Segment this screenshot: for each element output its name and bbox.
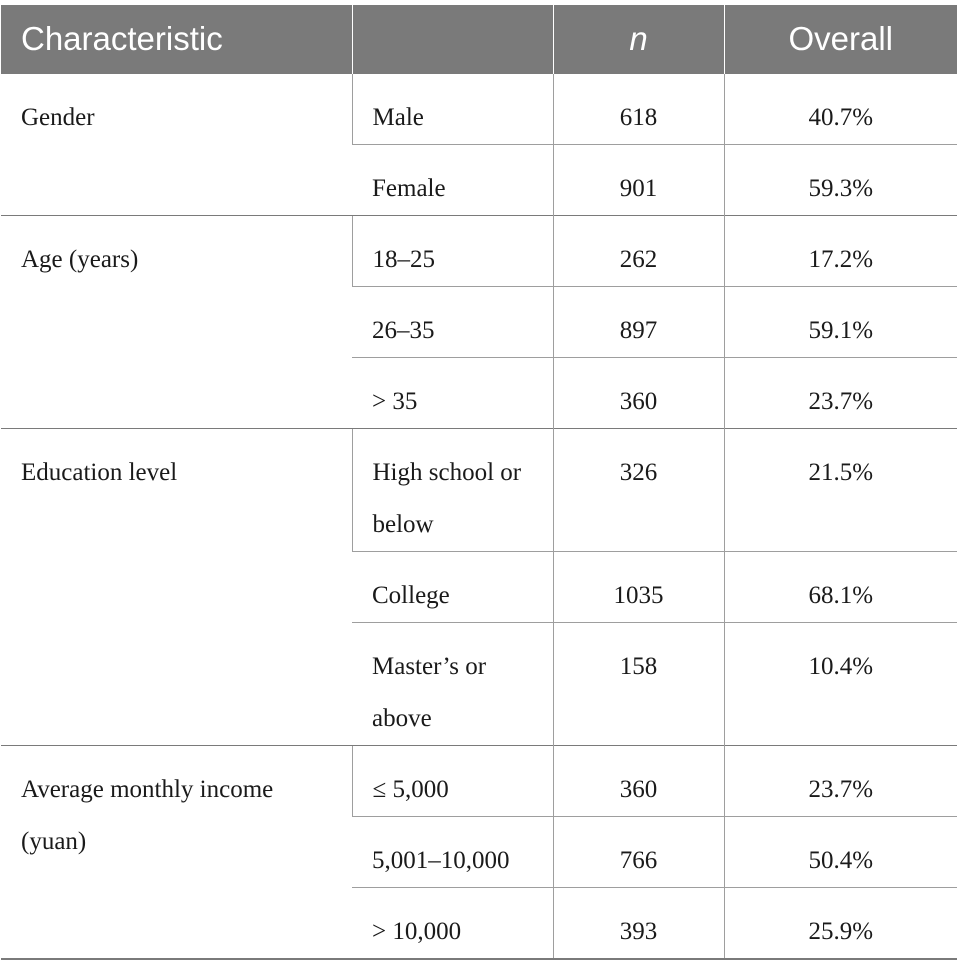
overall-value: 40.7% bbox=[723, 73, 957, 145]
table-row: Average monthly income (yuan) ≤ 5,000 36… bbox=[1, 745, 957, 959]
n-value: 618 bbox=[552, 73, 724, 145]
table-row: > 35 360 23.7% bbox=[1, 357, 957, 429]
overall-value: 59.1% bbox=[723, 286, 957, 358]
n-value: 897 bbox=[552, 286, 724, 358]
characteristic-label: Gender bbox=[1, 73, 352, 216]
overall-value: 59.3% bbox=[723, 144, 957, 216]
table-row: Education level High school or below 326… bbox=[1, 428, 957, 746]
n-value: 326 bbox=[552, 428, 724, 552]
category-label: 18–25 bbox=[351, 215, 553, 287]
n-value: 360 bbox=[552, 357, 724, 429]
overall-value: 10.4% bbox=[723, 622, 957, 746]
characteristic-label: Average monthly income (yuan) bbox=[1, 745, 352, 959]
header-category bbox=[351, 5, 553, 74]
n-value: 393 bbox=[552, 887, 724, 959]
header-overall: Overall bbox=[723, 5, 957, 74]
category-label: 26–35 bbox=[352, 286, 553, 358]
table-row: Master’s or above 158 10.4% bbox=[1, 622, 957, 746]
table-row: Gender Male 618 40.7% bbox=[1, 73, 957, 216]
characteristic-label: Education level bbox=[1, 428, 352, 746]
overall-value: 68.1% bbox=[723, 551, 957, 623]
category-label: > 10,000 bbox=[352, 887, 553, 959]
category-label: Male bbox=[351, 73, 553, 145]
characteristic-label: Age (years) bbox=[1, 215, 352, 429]
table-row: Female 901 59.3% bbox=[1, 144, 957, 216]
overall-value: 17.2% bbox=[723, 215, 957, 287]
header-characteristic: Characteristic bbox=[1, 5, 352, 74]
overall-value: 50.4% bbox=[723, 816, 957, 888]
n-value: 158 bbox=[552, 622, 724, 746]
n-value: 360 bbox=[552, 745, 724, 817]
category-label: 5,001–10,000 bbox=[352, 816, 553, 888]
demographics-table: Characteristic n Overall Gender Male 618… bbox=[1, 5, 957, 960]
table-row: Age (years) 18–25 262 17.2% bbox=[1, 215, 957, 429]
overall-value: 23.7% bbox=[723, 745, 957, 817]
overall-value: 21.5% bbox=[723, 428, 957, 552]
n-value: 901 bbox=[552, 144, 724, 216]
category-label: ≤ 5,000 bbox=[351, 745, 553, 817]
header-n: n bbox=[552, 5, 724, 74]
category-label: Female bbox=[352, 144, 553, 216]
n-value: 766 bbox=[552, 816, 724, 888]
table-header-row: Characteristic n Overall bbox=[1, 5, 957, 74]
overall-value: 23.7% bbox=[723, 357, 957, 429]
category-label: > 35 bbox=[352, 357, 553, 429]
overall-value: 25.9% bbox=[723, 887, 957, 959]
n-value: 262 bbox=[552, 215, 724, 287]
table-row: 26–35 897 59.1% bbox=[1, 286, 957, 358]
category-label: Master’s or above bbox=[352, 622, 553, 746]
n-value: 1035 bbox=[552, 551, 724, 623]
table-row: College 1035 68.1% bbox=[1, 551, 957, 623]
category-label: High school or below bbox=[351, 428, 553, 552]
category-label: College bbox=[352, 551, 553, 623]
